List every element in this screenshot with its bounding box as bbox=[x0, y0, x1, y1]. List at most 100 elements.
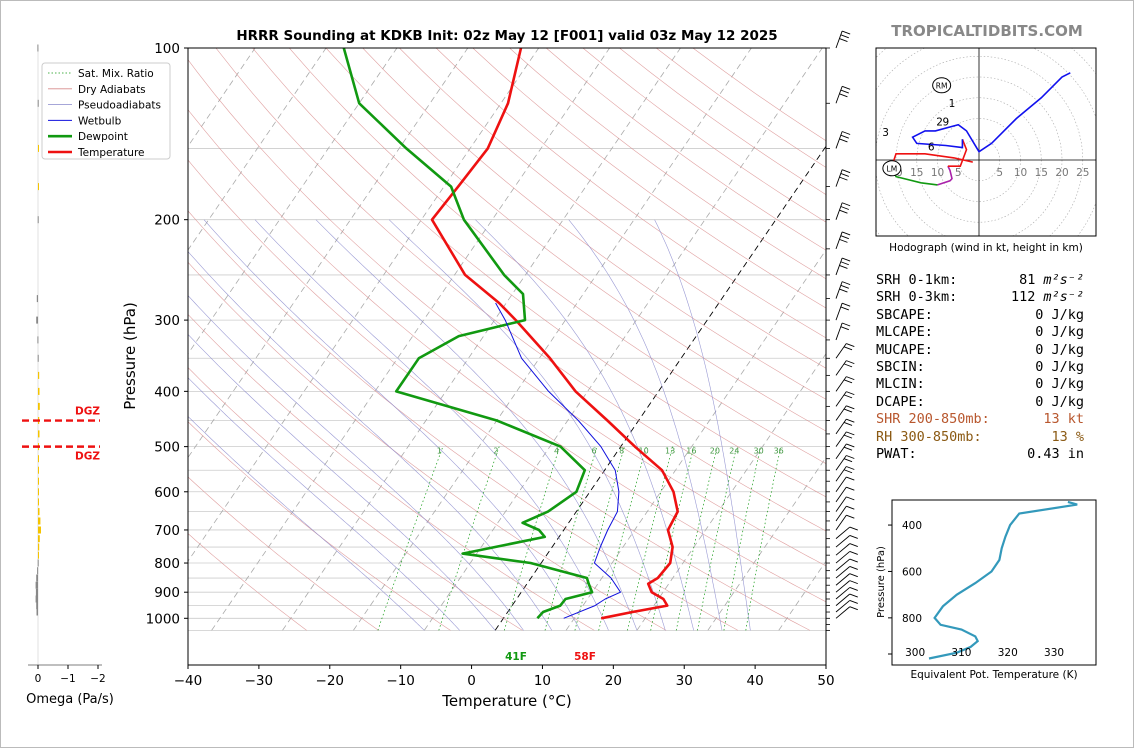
dry-adiabat bbox=[399, 48, 826, 369]
theta-e-y-tick-label: 800 bbox=[902, 613, 922, 625]
isotherm-line bbox=[188, 48, 398, 355]
hodograph-frame bbox=[875, 47, 1097, 237]
wind-barb-flag bbox=[839, 288, 848, 293]
stat-row: RH 300-850mb: 13 % bbox=[876, 429, 1084, 446]
legend-label: Dry Adiabats bbox=[78, 84, 146, 96]
omega-bar bbox=[36, 574, 38, 582]
pseudoadiabat bbox=[188, 416, 425, 631]
omega-bar bbox=[38, 144, 39, 152]
wind-barb-staff bbox=[835, 431, 847, 447]
surface-dewpoint-label: 41F bbox=[505, 651, 527, 663]
mixing-ratio-line bbox=[627, 446, 673, 631]
mixing-ratio-label: 10 bbox=[639, 446, 649, 455]
theta-e-x-tick-label: 310 bbox=[951, 647, 971, 659]
stat-unit: m²s⁻² bbox=[1043, 272, 1084, 288]
pseudoadiabat bbox=[188, 333, 496, 631]
omega-tick-label: 0 bbox=[35, 673, 42, 685]
omega-tick-label: −2 bbox=[90, 673, 105, 685]
wind-barb-flag bbox=[843, 446, 853, 451]
omega-bar bbox=[35, 595, 38, 603]
dry-adiabat bbox=[362, 48, 826, 400]
hodograph-ring-label: 5 bbox=[955, 167, 962, 179]
wind-barb-staff bbox=[835, 405, 847, 421]
dry-adiabat bbox=[188, 313, 595, 631]
omega-bar bbox=[35, 588, 38, 596]
legend-label: Temperature bbox=[77, 147, 145, 159]
wind-barb-staff bbox=[835, 86, 843, 104]
isotherm-line bbox=[494, 145, 826, 631]
wind-barb-staff bbox=[835, 580, 851, 593]
wind-barb-flag bbox=[849, 573, 858, 578]
omega-bar bbox=[38, 477, 39, 485]
omega-bar bbox=[38, 371, 40, 379]
wind-barb-flag bbox=[841, 131, 851, 135]
pseudoadiabat bbox=[568, 219, 723, 631]
stat-unit: m²s⁻² bbox=[1043, 289, 1084, 306]
wind-barb-staff bbox=[835, 587, 851, 600]
mixing-ratio-label: 4 bbox=[554, 446, 559, 455]
hodograph-panel: 2015105510152025RMLM12369 bbox=[876, 48, 1096, 236]
dry-adiabat bbox=[188, 159, 811, 631]
wind-barb-staff bbox=[835, 376, 847, 392]
legend-label: Pseudoadiabats bbox=[78, 100, 161, 112]
stat-label: MLCAPE: bbox=[876, 324, 933, 341]
pseudoadiabat bbox=[475, 219, 694, 631]
wind-barb-staff bbox=[835, 543, 851, 556]
omega-panel: DGZ DGZ 0 −1 −2 bbox=[22, 44, 106, 685]
theta-e-x-tick-label: 300 bbox=[905, 647, 925, 659]
stat-row: MUCAPE: 0 J/kg bbox=[876, 342, 1084, 359]
wind-barb-flag bbox=[846, 343, 855, 347]
hodograph-trace bbox=[947, 139, 968, 167]
temperature-tick-label: 0 bbox=[467, 673, 476, 689]
theta-e-y-tick-label: 400 bbox=[902, 520, 922, 532]
hodograph-title: Hodograph (wind in kt, height in km) bbox=[889, 242, 1083, 254]
stat-value: 0 J/kg bbox=[1035, 394, 1084, 411]
wind-barb-flag bbox=[849, 593, 858, 598]
stat-number: 13 kt bbox=[1043, 411, 1084, 428]
hodograph-plot: 2015105510152025RMLM12369 bbox=[876, 48, 1096, 236]
dry-adiabat bbox=[435, 48, 826, 339]
wind-barb-staff bbox=[835, 606, 851, 619]
stat-label: MUCAPE: bbox=[876, 341, 933, 358]
wind-barb-flag bbox=[846, 514, 855, 519]
dry-adiabat bbox=[188, 261, 667, 631]
wind-barb-flag bbox=[843, 394, 853, 399]
wind-barb-flag bbox=[841, 281, 851, 286]
dry-adiabat bbox=[325, 48, 826, 432]
mixing-ratio-line bbox=[723, 446, 762, 631]
pressure-tick-label: 600 bbox=[154, 485, 180, 501]
omega-bar bbox=[35, 581, 38, 589]
pseudoadiabat bbox=[188, 295, 524, 631]
mixing-ratio-label: 36 bbox=[774, 446, 784, 455]
wind-barb-flag bbox=[846, 496, 855, 501]
wind-barb-staff bbox=[835, 391, 847, 407]
omega-bar bbox=[38, 430, 40, 438]
omega-xlabel: Omega (Pa/s) bbox=[26, 692, 114, 707]
storm-motion-label: RM bbox=[936, 81, 948, 90]
wind-barb-flag bbox=[839, 138, 848, 143]
wind-barb-staff bbox=[835, 476, 847, 493]
theta-e-x-tick-label: 320 bbox=[998, 647, 1018, 659]
skewt-ylabel: Pressure (hPa) bbox=[121, 302, 139, 410]
wind-barb-flag bbox=[840, 235, 849, 240]
wind-barb-flag bbox=[849, 606, 858, 611]
wind-barb-flag bbox=[840, 284, 849, 289]
skewt-plot-frame bbox=[187, 47, 827, 666]
wind-barb-flag bbox=[840, 34, 849, 39]
storm-motion-marker bbox=[932, 77, 952, 94]
stat-row: SRH 0-3km: 112 m²s⁻² bbox=[876, 289, 1084, 306]
dry-adiabat bbox=[188, 210, 739, 631]
pressure-tick-label: 900 bbox=[154, 585, 180, 601]
hodograph-trace bbox=[911, 72, 1071, 153]
wind-barb-staff bbox=[835, 558, 851, 571]
omega-tick-label: −1 bbox=[60, 673, 75, 685]
mixing-ratio-line bbox=[650, 446, 695, 631]
pressure-tick-label: 400 bbox=[154, 384, 180, 400]
omega-bar bbox=[37, 567, 39, 575]
isotherm-line bbox=[282, 48, 681, 631]
dry-adiabat bbox=[188, 476, 379, 631]
wind-barb-staff bbox=[835, 257, 843, 276]
stat-number: 112 bbox=[1010, 289, 1036, 306]
hodograph-ring-label: 5 bbox=[996, 167, 1003, 179]
pressure-tick-label: 500 bbox=[154, 440, 180, 456]
